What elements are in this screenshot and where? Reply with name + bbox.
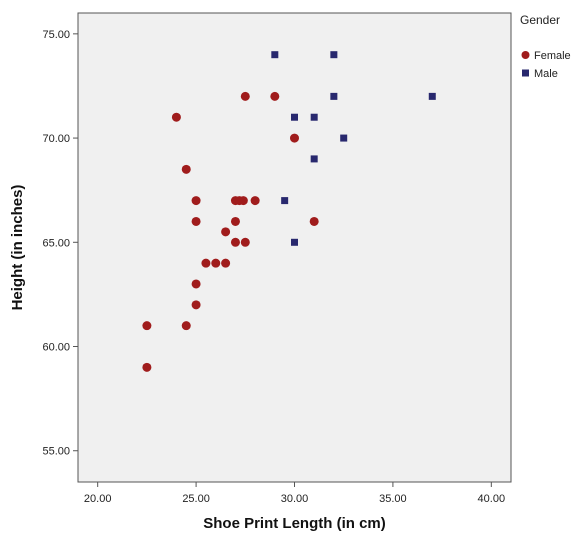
male-point	[271, 51, 279, 59]
female-point	[171, 112, 181, 122]
male-point	[291, 113, 298, 121]
x-axis-title: Shoe Print Length (in cm)	[203, 515, 386, 532]
male-point	[310, 113, 318, 121]
legend: Gender Female Male	[520, 13, 571, 80]
x-axis: 20.00 25.00 30.00 35.00 40.00	[84, 482, 505, 505]
series-male	[271, 51, 436, 246]
female-point	[221, 227, 231, 237]
legend-marker-female	[521, 51, 530, 59]
female-point	[181, 321, 191, 331]
y-axis-title: Height (in inches)	[9, 185, 26, 311]
female-point	[240, 91, 250, 101]
legend-marker-male	[522, 69, 529, 77]
female-point	[250, 196, 260, 206]
legend-title: Gender	[520, 13, 560, 27]
male-point	[330, 51, 338, 59]
female-point	[230, 216, 240, 226]
female-point	[201, 258, 211, 268]
female-point	[142, 362, 152, 372]
male-point	[330, 92, 338, 100]
legend-label-male: Male	[534, 68, 558, 80]
male-point	[340, 134, 348, 142]
female-point	[270, 91, 280, 101]
female-point	[211, 258, 221, 268]
female-point	[181, 164, 191, 174]
series-female	[142, 91, 319, 372]
x-tick-label: 35.00	[379, 493, 407, 505]
data-marks	[142, 51, 436, 372]
female-point	[238, 196, 248, 206]
male-point	[310, 155, 318, 163]
female-point	[191, 216, 201, 226]
female-point	[191, 300, 201, 310]
female-point	[230, 237, 240, 247]
legend-label-female: Female	[534, 50, 571, 62]
female-point	[309, 216, 319, 226]
y-axis: 55.00 60.00 65.00 70.00 75.00	[42, 29, 78, 458]
male-point	[281, 197, 289, 205]
plot-area	[77, 12, 512, 483]
female-point	[191, 279, 201, 289]
female-point	[290, 133, 299, 143]
x-tick-label: 20.00	[84, 493, 112, 505]
male-point	[291, 238, 298, 246]
female-point	[221, 258, 231, 268]
y-tick-label: 60.00	[42, 342, 70, 354]
x-tick-label: 40.00	[478, 493, 506, 505]
male-point	[428, 92, 436, 100]
female-point	[240, 237, 250, 247]
y-tick-label: 55.00	[42, 446, 70, 458]
female-point	[191, 196, 201, 206]
x-tick-label: 30.00	[281, 493, 309, 505]
x-tick-label: 25.00	[182, 493, 210, 505]
y-tick-label: 65.00	[42, 237, 70, 249]
female-point	[142, 321, 152, 331]
y-tick-label: 75.00	[42, 29, 70, 41]
y-tick-label: 70.00	[42, 133, 70, 145]
